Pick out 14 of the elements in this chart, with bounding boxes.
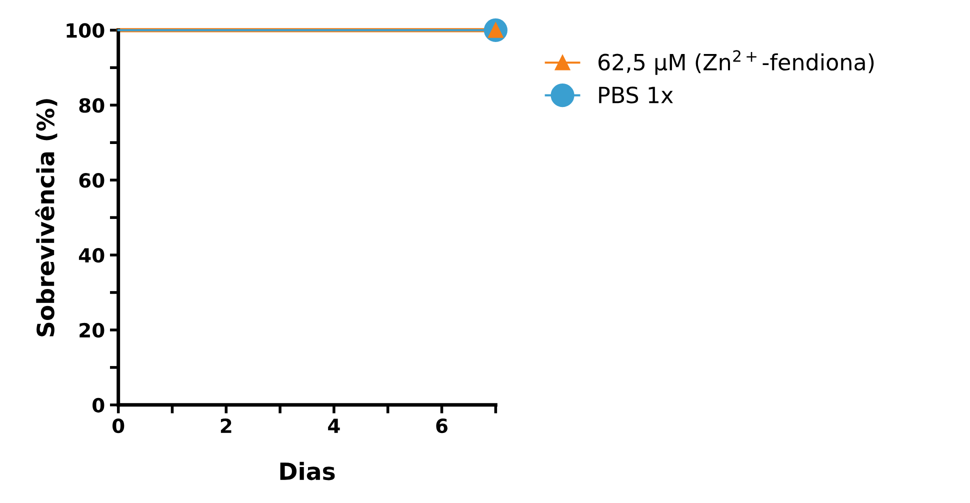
y-tick-label: 100	[66, 23, 104, 38]
y-tick-label: 80	[79, 98, 104, 113]
y-tick-label: 20	[80, 322, 104, 338]
y-tick-label: 0	[92, 398, 104, 413]
y-axis-title: Sobrevivência (%)	[35, 99, 58, 336]
y-tick-label: 40	[78, 248, 104, 263]
x-tick-label: 4	[328, 418, 340, 433]
x-axis-title: Dias	[280, 462, 335, 480]
y-tick-label: 60	[79, 173, 104, 188]
x-tick-label: 0	[112, 418, 124, 434]
x-tick-label: 6	[436, 418, 448, 434]
legend-label: PBS 1x	[599, 86, 673, 104]
legend-label: 62,5 µM (Zn$^{2+}$-fendiona)	[598, 50, 874, 75]
x-tick-label: 2	[220, 418, 232, 433]
